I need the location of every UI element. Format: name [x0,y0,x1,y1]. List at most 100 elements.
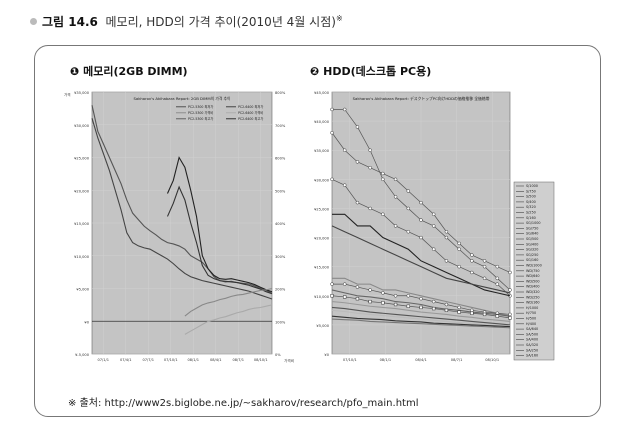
data-point [482,259,487,263]
memory-chart: ¥35,000 ¥30,000 ¥25,000 ¥20,000 ¥15,000 ¥10,0… [64,91,294,363]
data-point [330,107,334,112]
y2-tick-label: 100% [275,320,286,324]
data-point [495,276,500,281]
legend-item: PC2-5300 최고가 [188,116,213,121]
footnote-mark: ※ [335,14,343,23]
legend-item: PC2-6400 최고가 [238,116,263,121]
legend-item: S/1000 [526,184,538,188]
data-point [406,304,410,308]
legend-item: H/400 [526,322,536,326]
data-point [444,229,449,234]
source-label: ※ 출처: [68,398,102,409]
data-point [355,200,360,205]
data-point [355,297,360,301]
data-point [355,285,360,289]
data-point [470,259,474,263]
data-point [419,218,423,222]
data-point [431,299,436,304]
data-point [406,206,411,211]
legend-item: H/1000 [526,306,538,310]
legend-item: WD/1000 [526,264,542,268]
data-point [508,288,512,292]
series-line [331,225,511,294]
data-point [431,212,436,217]
y2-tick-label: 600% [275,157,286,161]
series-line [331,309,511,327]
y2-tick-label: 500% [275,189,286,193]
legend-item: PC2-5300 가격비 [188,110,213,115]
x-tick-label: 08/1/1 [187,358,199,362]
series-line [332,213,511,297]
data-point [330,177,334,182]
legend-item: PC2-5300 최저가 [188,104,213,109]
y-tick-label: ¥0 [324,353,329,357]
y-tick-label: ¥20,000 [74,189,90,193]
y-tick-label: ¥30,000 [314,178,330,182]
legend-item: WD/160 [526,301,540,305]
data-point [457,305,461,310]
x-tick-label: 08/1/1 [380,358,392,362]
legend-item: S/400 [526,200,536,204]
y-tick-label: ¥45,000 [314,91,330,95]
data-point [419,200,423,205]
data-point [330,131,334,135]
data-point [381,301,385,305]
legend-item: WD/400 [526,285,540,289]
data-point [470,270,474,275]
data-point [482,312,487,317]
data-point [444,302,449,307]
data-point [342,183,347,187]
hdd-panel-label: ❷ HDD(데스크톱 PC용) [310,65,432,78]
data-point [495,264,500,269]
x-tick-label: 08/7/1 [232,358,244,362]
data-point [393,294,398,298]
data-point [457,264,461,269]
hdd-chart: ¥45,000 ¥40,000 ¥35,000 ¥30,000 ¥25,000 ¥20,0… [314,91,555,362]
x-tick-label: 08/4/1 [210,358,222,362]
data-point [457,310,461,314]
data-point [419,296,423,301]
legend-item: SA/250 [526,348,538,352]
series-line [331,301,511,322]
x-tick-label: 07/10/1 [164,358,178,362]
memory-panel-label: ❶ 메모리(2GB DIMM) [70,65,188,78]
data-point [342,107,347,112]
y-tick-label: ¥10,000 [314,295,330,299]
memory-panel-title: ❶ 메모리(2GB DIMM) [70,63,188,79]
y-tick-label: ¥20,000 [314,237,330,241]
data-point [381,171,385,176]
series-line [184,287,273,317]
data-point [368,165,372,170]
legend-item: SG/400 [526,242,538,246]
data-point [457,247,461,251]
data-point [343,295,347,299]
x-tick-label: 08/4/1 [415,358,427,362]
legend-item: S/500 [526,195,536,199]
data-point [470,311,474,315]
y2-tick-label: 400% [275,222,286,226]
x-tick-label: 07/7/1 [142,358,154,362]
legend-item: S/250 [526,211,536,215]
legend-item: WD/500 [526,279,540,283]
y-tick-label: ¥35,000 [74,91,90,95]
series-line [331,315,511,328]
legend-item: SA/160 [526,354,538,358]
legend-item: WD/640 [526,274,540,278]
legend-item: WD/320 [526,290,540,294]
chart-title: Sakharov's Akihabara Report: 2GB DIMM의 가… [133,96,230,101]
legend-item: PC2-6400 최저가 [238,104,263,109]
legend-item: SA/500 [526,332,538,336]
data-point [406,189,411,193]
legend-item: SG/160 [526,258,538,262]
legend-item: SG/320 [526,248,538,252]
data-point [393,302,398,307]
data-point [368,299,372,304]
x-tick-label: 07/10/1 [343,358,357,362]
legend-item: PC2-6400 가격비 [238,110,263,115]
data-point [508,316,512,320]
y-tick-label: ¥5,000 [76,288,89,292]
y-tick-label: ¥40,000 [314,120,330,124]
data-point [393,177,398,182]
bullet-icon [30,18,37,25]
data-point [495,314,499,318]
